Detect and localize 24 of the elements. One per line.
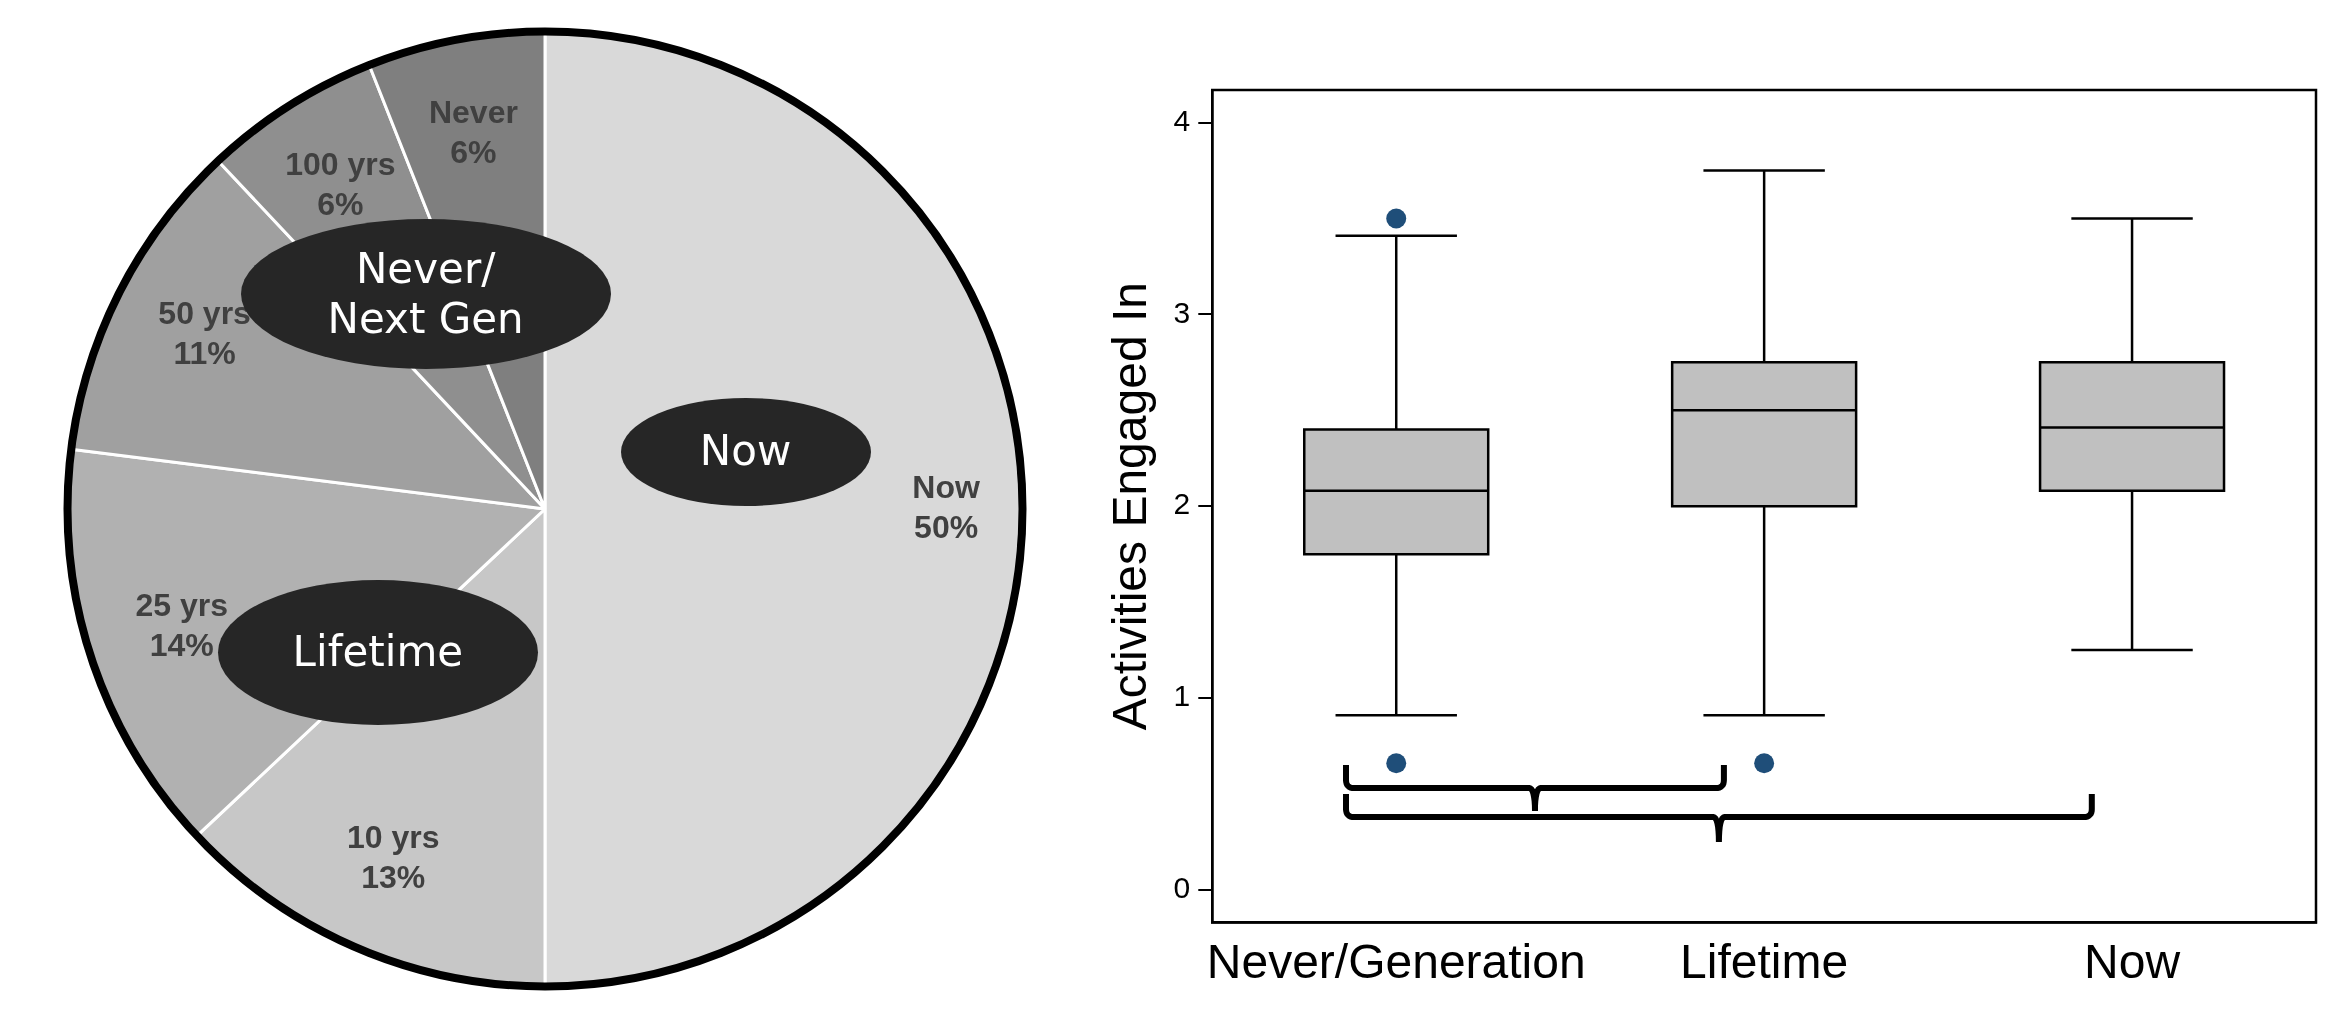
- y-axis-title: Activities Engaged In: [1103, 282, 1157, 731]
- slice-label: 10 yrs: [347, 819, 440, 856]
- x-tick-label: Never/Generation: [1206, 935, 1586, 989]
- slice-label: 50 yrs: [158, 295, 251, 332]
- slice-label: Now: [912, 468, 980, 505]
- data-label: 11%: [173, 335, 236, 372]
- data-label: 14%: [149, 626, 214, 663]
- y-tick-label: 3: [1173, 295, 1191, 329]
- slice-label: 100 yrs: [285, 146, 396, 183]
- data-label: 6%: [317, 186, 364, 223]
- text: Never/ Next Gen: [327, 243, 524, 344]
- slice-label: Never: [428, 93, 518, 130]
- x-tick-label: Now: [2084, 935, 2181, 989]
- y-tick-label: 0: [1173, 871, 1191, 905]
- data-label: 50%: [914, 508, 979, 545]
- data-label: 6%: [450, 133, 497, 170]
- data-label: 13%: [361, 859, 426, 896]
- y-tick-label: 1: [1173, 679, 1191, 713]
- slice-label: 25 yrs: [135, 586, 228, 623]
- text: Now: [620, 397, 871, 506]
- y-tick-label: 2: [1173, 487, 1191, 521]
- y-tick-label: 4: [1173, 103, 1191, 137]
- text: Lifetime: [292, 627, 464, 677]
- x-tick-label: Lifetime: [1680, 935, 1849, 989]
